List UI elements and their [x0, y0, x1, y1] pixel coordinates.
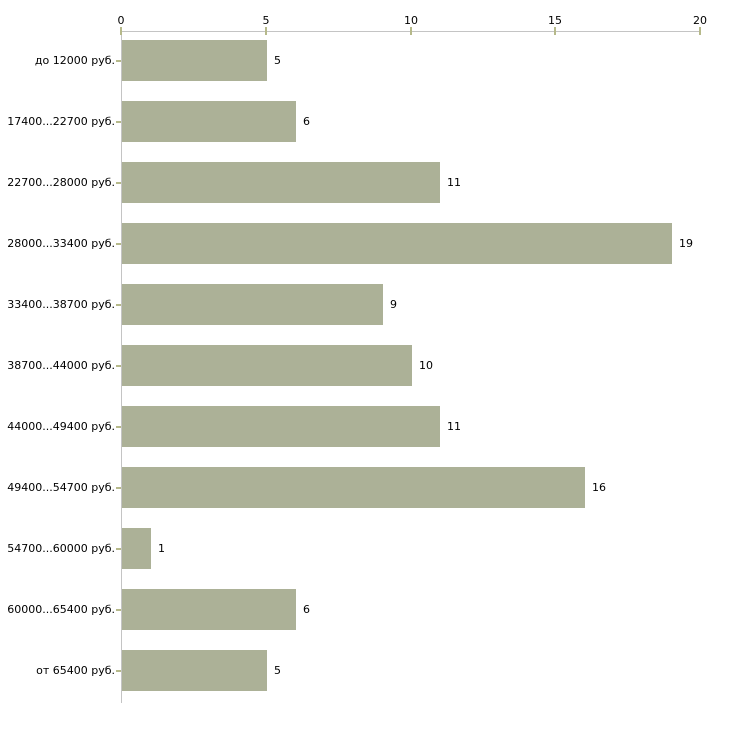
- category-label: 28000...33400 руб.: [7, 236, 115, 250]
- category-tick-mark: [116, 181, 121, 184]
- x-tick-label: 5: [262, 14, 270, 27]
- bar-value-label: 16: [592, 480, 606, 494]
- category-label: 54700...60000 руб.: [7, 541, 115, 555]
- bar: [122, 467, 585, 508]
- bar-value-label: 6: [303, 602, 310, 616]
- category-tick-mark: [116, 669, 121, 672]
- bar: [122, 284, 383, 325]
- bar-value-label: 6: [303, 114, 310, 128]
- bar: [122, 40, 267, 81]
- bar-value-label: 5: [274, 663, 281, 677]
- category-tick-mark: [116, 547, 121, 550]
- bar: [122, 101, 296, 142]
- bar-value-label: 9: [390, 297, 397, 311]
- bar-value-label: 11: [447, 175, 461, 189]
- bar-value-label: 11: [447, 419, 461, 433]
- x-tick-mark: [265, 27, 267, 35]
- category-label: до 12000 руб.: [34, 53, 115, 67]
- category-tick-mark: [116, 425, 121, 428]
- category-tick-mark: [116, 120, 121, 123]
- category-tick-mark: [116, 486, 121, 489]
- x-tick-label: 15: [548, 14, 562, 27]
- bar: [122, 162, 440, 203]
- x-tick-label: 20: [693, 14, 707, 27]
- bar: [122, 345, 412, 386]
- bar: [122, 223, 672, 264]
- category-tick-mark: [116, 59, 121, 62]
- category-label: 44000...49400 руб.: [7, 419, 115, 433]
- bar: [122, 528, 151, 569]
- bar-value-label: 19: [679, 236, 693, 250]
- category-label: 33400...38700 руб.: [7, 297, 115, 311]
- bar-value-label: 1: [158, 541, 165, 555]
- category-label: 38700...44000 руб.: [7, 358, 115, 372]
- bar: [122, 650, 267, 691]
- category-label: 22700...28000 руб.: [7, 175, 115, 189]
- bar: [122, 589, 296, 630]
- category-label: 17400...22700 руб.: [7, 114, 115, 128]
- category-tick-mark: [116, 303, 121, 306]
- x-tick-mark: [120, 27, 122, 35]
- x-tick-mark: [554, 27, 556, 35]
- x-tick-mark: [699, 27, 701, 35]
- category-tick-mark: [116, 608, 121, 611]
- bar-value-label: 5: [274, 53, 281, 67]
- x-tick-label: 10: [404, 14, 418, 27]
- category-tick-mark: [116, 364, 121, 367]
- category-label: 60000...65400 руб.: [7, 602, 115, 616]
- category-tick-mark: [116, 242, 121, 245]
- category-label: от 65400 руб.: [36, 663, 115, 677]
- x-tick-mark: [410, 27, 412, 35]
- category-label: 49400...54700 руб.: [7, 480, 115, 494]
- y-axis-line: [121, 31, 122, 703]
- x-tick-label: 0: [117, 14, 125, 27]
- bar: [122, 406, 440, 447]
- bar-value-label: 10: [419, 358, 433, 372]
